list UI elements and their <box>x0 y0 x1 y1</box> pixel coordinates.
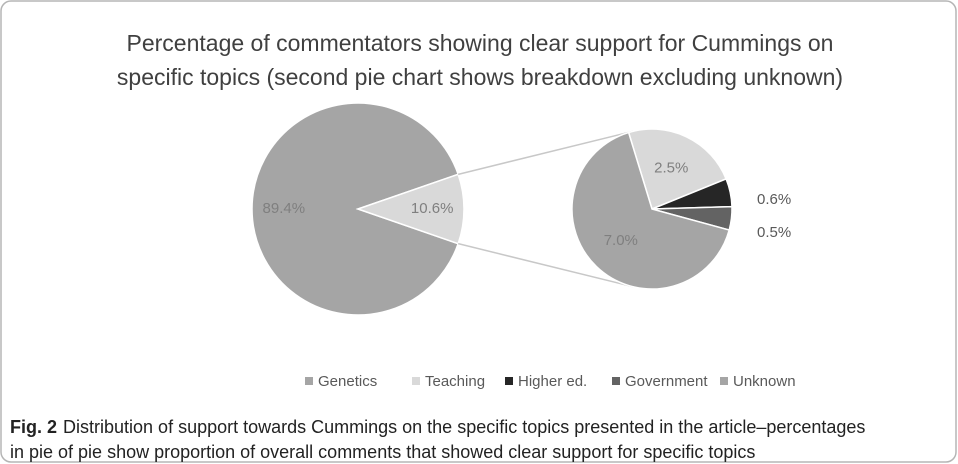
chart-title: Percentage of commentators showing clear… <box>127 30 834 56</box>
legend-swatch <box>612 377 620 385</box>
pie-slice <box>355 173 465 245</box>
legend-swatch <box>720 377 728 385</box>
legend-swatch <box>412 377 420 385</box>
legend-label: Higher ed. <box>518 373 587 390</box>
data-label: 10.6% <box>411 200 454 217</box>
data-label: 0.5% <box>757 224 791 241</box>
pie-slice <box>627 128 728 211</box>
data-label: 0.6% <box>757 191 791 208</box>
caption-label: Fig. 2 <box>10 417 57 437</box>
legend-swatch <box>305 377 313 385</box>
caption-text: Distribution of support towards Cummings… <box>63 417 865 437</box>
data-label: 7.0% <box>604 232 638 249</box>
pie-slice <box>571 131 731 290</box>
caption: Fig. 2 Distribution of support towards Cu… <box>10 417 865 437</box>
connector <box>457 242 635 288</box>
legend-label: Teaching <box>425 373 485 390</box>
chart-title: specific topics (second pie chart shows … <box>117 64 843 90</box>
legend-label: Government <box>625 373 708 390</box>
data-label: 89.4% <box>263 200 306 217</box>
connector <box>457 130 635 176</box>
caption-text: in pie of pie show proportion of overall… <box>10 442 755 462</box>
legend-label: Unknown <box>733 373 796 390</box>
legend-swatch <box>505 377 513 385</box>
pie-slice <box>251 102 460 316</box>
legend-label: Genetics <box>318 373 377 390</box>
data-label: 2.5% <box>654 160 688 177</box>
